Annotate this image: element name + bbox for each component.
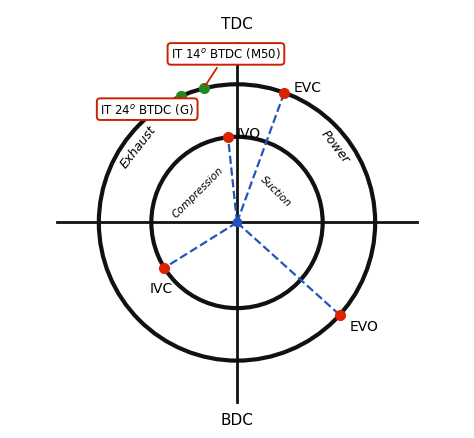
Text: Exhaust: Exhaust	[118, 124, 159, 171]
Text: Suction: Suction	[258, 175, 293, 209]
Text: EVC: EVC	[294, 81, 322, 95]
Text: IVC: IVC	[150, 282, 173, 296]
Text: IT 24$^o$ BTDC (G): IT 24$^o$ BTDC (G)	[100, 96, 194, 117]
Text: IVO: IVO	[237, 127, 260, 141]
Text: TDC: TDC	[221, 17, 253, 32]
Text: Power: Power	[319, 128, 352, 166]
Text: EVO: EVO	[349, 321, 378, 335]
Text: BDC: BDC	[220, 413, 254, 428]
Text: IT 14$^o$ BTDC (M50): IT 14$^o$ BTDC (M50)	[171, 46, 281, 86]
Text: Compression: Compression	[171, 165, 226, 219]
